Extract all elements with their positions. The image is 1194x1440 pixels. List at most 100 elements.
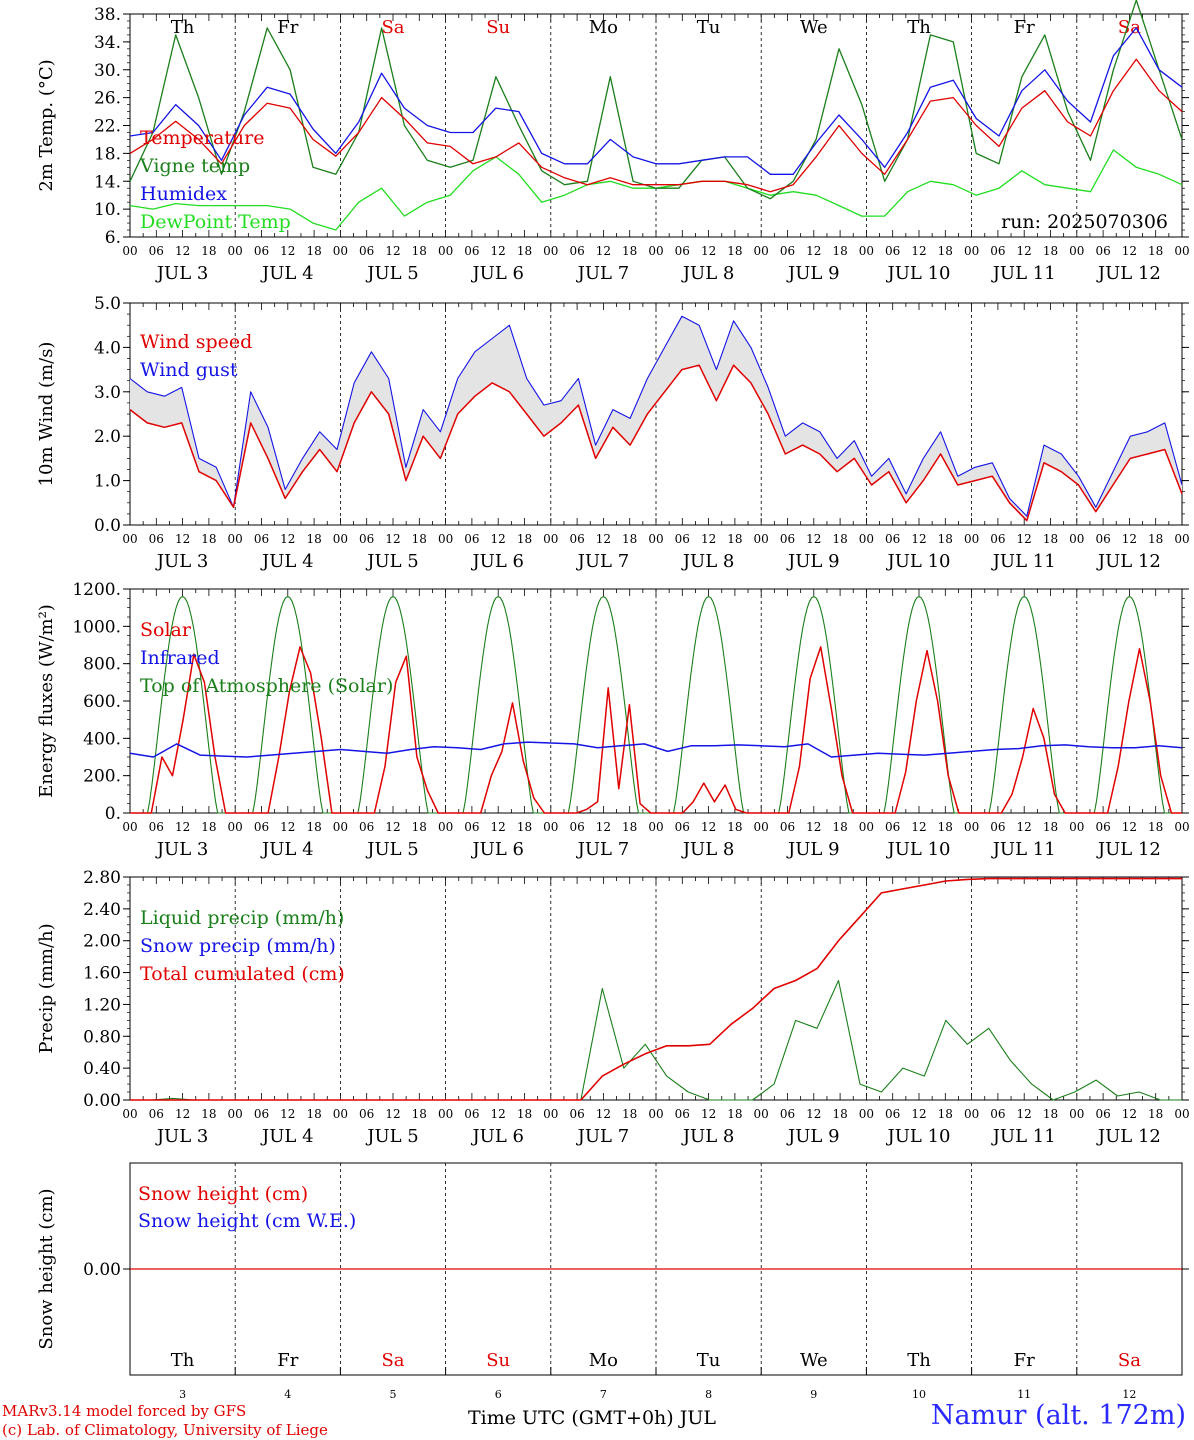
hour-tick-label: 12 [596,532,611,546]
hour-tick-label: 18 [412,820,427,834]
hour-tick-label: 18 [727,820,742,834]
day-label: Fr [277,1350,298,1371]
hour-tick-label: 18 [306,244,321,258]
hour-tick-label: 12 [280,1107,295,1121]
hour-tick-label: 06 [254,532,269,546]
hour-tick-label: 18 [517,1107,532,1121]
hour-tick-label: 12 [806,532,821,546]
hour-tick-label: 00 [648,1107,663,1121]
y-tick-label: 6. [105,228,121,248]
hour-tick-label: 12 [1017,1107,1032,1121]
day-label: Fr [1014,1350,1035,1371]
hour-tick-label: 00 [228,532,243,546]
date-label: JUL 9 [786,263,840,284]
hour-tick-label: 12 [911,1107,926,1121]
y-tick-label: 0. [105,804,121,824]
y-tick-label: 2.40 [83,900,121,920]
date-label: JUL 12 [1096,839,1161,860]
hour-tick-label: 00 [1069,820,1084,834]
hour-tick-label: 00 [1174,820,1189,834]
hour-tick-label: 06 [885,244,900,258]
date-label: JUL 10 [886,551,951,572]
legend-entry-1: Solar [140,619,192,641]
date-label: JUL 7 [576,1126,630,1147]
hour-tick-label: 12 [280,820,295,834]
hour-tick-label: 00 [333,1107,348,1121]
hour-tick-label: 06 [254,244,269,258]
hour-tick-label: 00 [228,244,243,258]
day-number-label: 11 [1017,1388,1031,1401]
legend-entry-2: Vigne temp [139,155,250,177]
hour-tick-label: 12 [385,532,400,546]
hour-tick-label: 12 [596,820,611,834]
hour-tick-label: 00 [122,532,137,546]
hour-tick-label: 00 [1174,1107,1189,1121]
y-tick-label: 1.20 [83,995,121,1015]
date-label: JUL 12 [1096,551,1161,572]
day-label: Su [486,17,510,38]
hour-tick-label: 00 [648,244,663,258]
hour-tick-label: 06 [885,532,900,546]
day-label: Th [171,1350,195,1371]
date-label: JUL 9 [786,839,840,860]
y-axis-label: Snow height (cm) [36,1188,57,1349]
hour-tick-label: 00 [754,244,769,258]
hour-tick-label: 12 [806,244,821,258]
plot-frame [129,13,1183,238]
day-label: Fr [1014,17,1035,38]
y-tick-label: 200. [83,767,121,787]
legend-entry-4: DewPoint Temp [140,211,291,233]
date-label: JUL 3 [155,551,209,572]
day-label: Tu [697,17,721,38]
y-axis-label: Precip (mm/h) [36,923,57,1053]
date-label: JUL 6 [470,839,524,860]
hour-tick-label: 18 [201,244,216,258]
legend-entry-3: Total cumulated (cm) [140,963,345,985]
hour-tick-label: 18 [201,532,216,546]
y-tick-label: 0.40 [83,1059,121,1079]
day-label: Th [171,17,195,38]
y-tick-label: 0.00 [83,1091,121,1111]
panel-5: 0.00 Th Fr Sa Su Mo Tu We Th Fr Sa 3 4 5 6 7 8 9 10 11 12 Sno… [36,1162,1189,1401]
hour-tick-label: 06 [149,244,164,258]
hour-tick-label: 12 [1017,820,1032,834]
hour-tick-label: 06 [1095,820,1110,834]
date-label: JUL 6 [470,551,524,572]
station-label: Namur (alt. 172m) [930,1400,1186,1431]
hour-tick-label: 06 [149,1107,164,1121]
hour-tick-label: 12 [806,1107,821,1121]
hour-tick-label: 12 [385,244,400,258]
y-tick-label: 0.80 [83,1027,121,1047]
day-label: We [800,17,828,38]
legend-entry-2: Infrared [140,647,220,669]
legend-entry-3: Top of Atmosphere (Solar) [140,675,393,697]
hour-tick-label: 18 [727,244,742,258]
day-number-label: 7 [600,1388,607,1401]
y-tick-label: 14. [94,172,121,192]
y-tick-label: 0.00 [83,1260,121,1280]
day-label: Mo [589,17,618,38]
day-label: Sa [1118,17,1141,38]
hour-tick-label: 12 [1122,1107,1137,1121]
y-tick-label: 26. [94,89,121,109]
hour-tick-label: 06 [1095,532,1110,546]
y-axis-label: 2m Temp. (°C) [36,59,57,191]
day-label: Mo [589,1350,618,1371]
hour-tick-label: 00 [438,820,453,834]
hour-tick-label: 00 [438,244,453,258]
date-label: JUL 10 [886,263,951,284]
hour-tick-label: 06 [569,244,584,258]
hour-tick-label: 00 [859,820,874,834]
series-wind-gust [129,315,1183,517]
legend-entry-2: Snow height (cm W.E.) [138,1210,356,1232]
hour-tick-label: 00 [333,244,348,258]
hour-tick-label: 06 [359,244,374,258]
date-label: JUL 4 [260,1126,314,1147]
hour-tick-label: 06 [1095,244,1110,258]
hour-tick-label: 12 [280,244,295,258]
day-number-label: 10 [912,1388,926,1401]
day-number-label: 5 [390,1388,397,1401]
hour-tick-label: 00 [964,820,979,834]
hour-tick-label: 00 [648,532,663,546]
hour-tick-label: 06 [990,1107,1005,1121]
